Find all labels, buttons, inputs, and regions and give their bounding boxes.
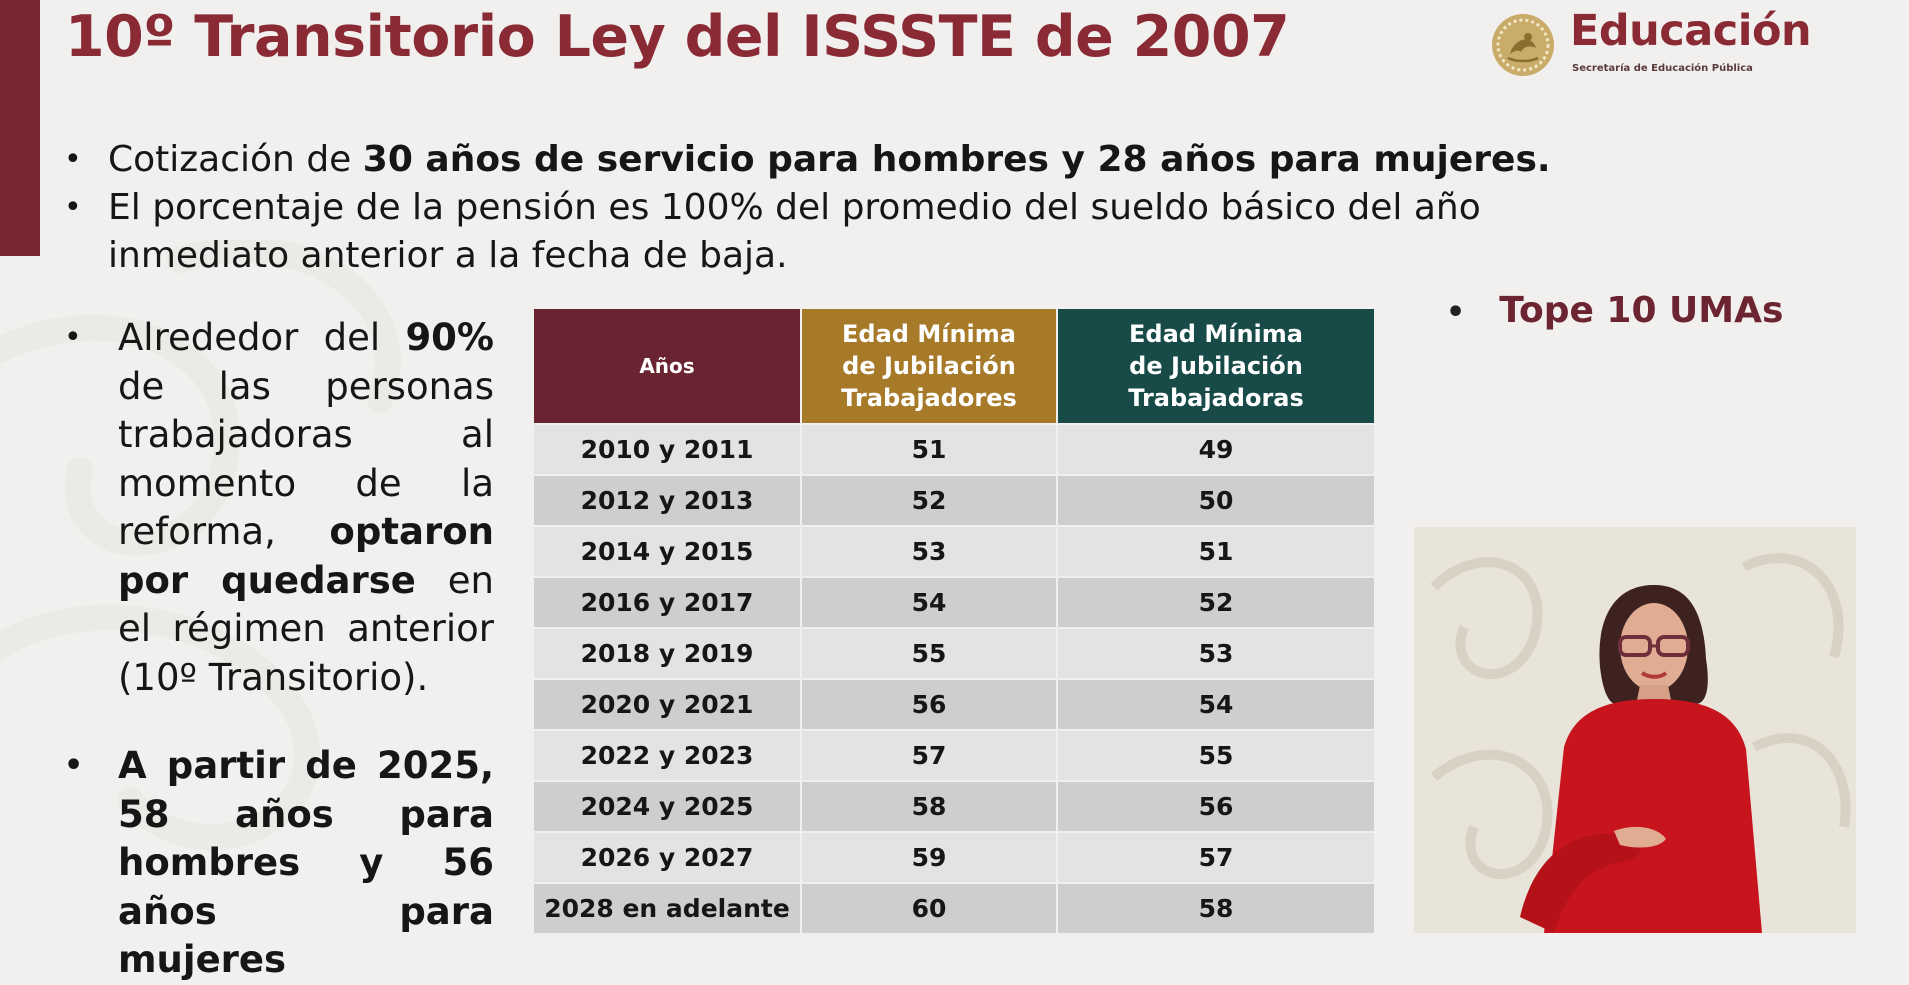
cell-men-age: 51 [800,423,1058,476]
cell-years: 2018 y 2019 [532,627,802,680]
table-row: 2018 y 2019 55 53 [532,627,1376,680]
cell-women-age: 56 [1056,780,1376,833]
cell-men-age: 56 [800,678,1058,731]
bullet-text: Cotización de [108,139,363,180]
header-years: Años [532,307,802,425]
logo-subtitle: Secretaría de Educación Pública [1572,63,1753,74]
cell-women-age: 54 [1056,678,1376,731]
table-row: 2026 y 2027 59 57 [532,831,1376,884]
bullet-dot: • [64,748,84,783]
cell-men-age: 57 [800,729,1058,782]
tope-bullet: • Tope 10 UMAs [1446,290,1783,331]
cell-years: 2014 y 2015 [532,525,802,578]
table-header-row: Años Edad Mínima de Jubilación Trabajado… [532,307,1376,425]
header-women-min-age: Edad Mínima de Jubilación Trabajadoras [1056,307,1376,425]
table-row: 2016 y 2017 54 52 [532,576,1376,629]
text: de las personas trabajadoras al momento … [118,364,494,554]
background-swirl-decoration [0,240,401,850]
sep-logo: Educación Secretaría de Educación Públic… [1490,6,1830,80]
cell-women-age: 49 [1056,423,1376,476]
accent-bar [0,0,40,256]
cell-men-age: 59 [800,831,1058,884]
cell-years: 2016 y 2017 [532,576,802,629]
cell-years: 2026 y 2027 [532,831,802,884]
cell-men-age: 52 [800,474,1058,527]
table-row: 2024 y 2025 58 56 [532,780,1376,833]
bold-text: , 58 años para hombres y 56 años para mu… [118,744,494,981]
top-bullet-list: • Cotización de 30 años de servicio para… [64,136,1564,280]
table-row: 2010 y 2011 51 49 [532,423,1376,476]
tope-text: Tope 10 UMAs [1499,290,1784,331]
cell-men-age: 53 [800,525,1058,578]
bullet-cotizacion: • Cotización de 30 años de servicio para… [64,136,1564,184]
table-row: 2022 y 2023 57 55 [532,729,1376,782]
bullet-text-line1: El porcentaje de la pensión es 100% del … [108,187,1481,228]
cell-men-age: 58 [800,780,1058,833]
header-line: de Jubilación [1129,352,1303,380]
cell-years: 2022 y 2023 [532,729,802,782]
bold-text: A partir de 2025 [118,744,480,787]
cell-men-age: 55 [800,627,1058,680]
bullet-dot: • [64,190,82,225]
bullet-dot: • [64,142,82,177]
bullet-text-line2: inmediato anterior a la fecha de baja. [108,235,788,276]
header-line: Trabajadoras [1128,384,1304,412]
bold-text: optaron por quedarse [118,510,494,602]
cell-women-age: 52 [1056,576,1376,629]
header-line: de Jubilación [842,352,1016,380]
text: en el régimen anterior (10º Transitorio)… [118,558,494,699]
bullet-bold-text: 30 años de servicio para hombres y 28 añ… [362,139,1551,180]
bullet-porcentaje: • El porcentaje de la pensión es 100% de… [64,184,1564,280]
cell-years: 2010 y 2011 [532,423,802,476]
cell-years: 2012 y 2013 [532,474,802,527]
table-row: 2028 en adelante 60 58 [532,882,1376,935]
table-row: 2014 y 2015 53 51 [532,525,1376,578]
cell-women-age: 51 [1056,525,1376,578]
table-row: 2012 y 2013 52 50 [532,474,1376,527]
bullet-from-2025: • A partir de 2025, 58 años para hombres… [64,742,494,985]
retirement-age-table: Años Edad Mínima de Jubilación Trabajado… [532,307,1376,935]
bullet-dot: • [64,320,82,355]
table-row: 2020 y 2021 56 54 [532,678,1376,731]
logo-wordmark: Educación [1570,6,1812,56]
bold-text: 90% [405,316,494,359]
cell-years: 2020 y 2021 [532,678,802,731]
cell-women-age: 57 [1056,831,1376,884]
sign-language-interpreter-video [1414,527,1856,933]
cell-women-age: 58 [1056,882,1376,935]
cell-women-age: 53 [1056,627,1376,680]
header-line: Edad Mínima [842,320,1016,348]
cell-women-age: 55 [1056,729,1376,782]
eagle-seal-icon [1492,14,1554,76]
left-bullet-list: • Alrededor del 90% de las personas trab… [64,314,494,985]
text: Alrededor del [118,316,406,359]
header-line: Trabajadores [841,384,1017,412]
slide-title: 10º Transitorio Ley del ISSSTE de 2007 [65,4,1290,70]
cell-years: 2024 y 2025 [532,780,802,833]
cell-years: 2028 en adelante [532,882,802,935]
bullet-percentage-note: • Alrededor del 90% de las personas trab… [64,314,494,702]
cell-men-age: 60 [800,882,1058,935]
cell-men-age: 54 [800,576,1058,629]
header-line: Edad Mínima [1129,320,1303,348]
bullet-dot: • [1446,295,1466,330]
cell-women-age: 50 [1056,474,1376,527]
header-men-min-age: Edad Mínima de Jubilación Trabajadores [800,307,1058,425]
